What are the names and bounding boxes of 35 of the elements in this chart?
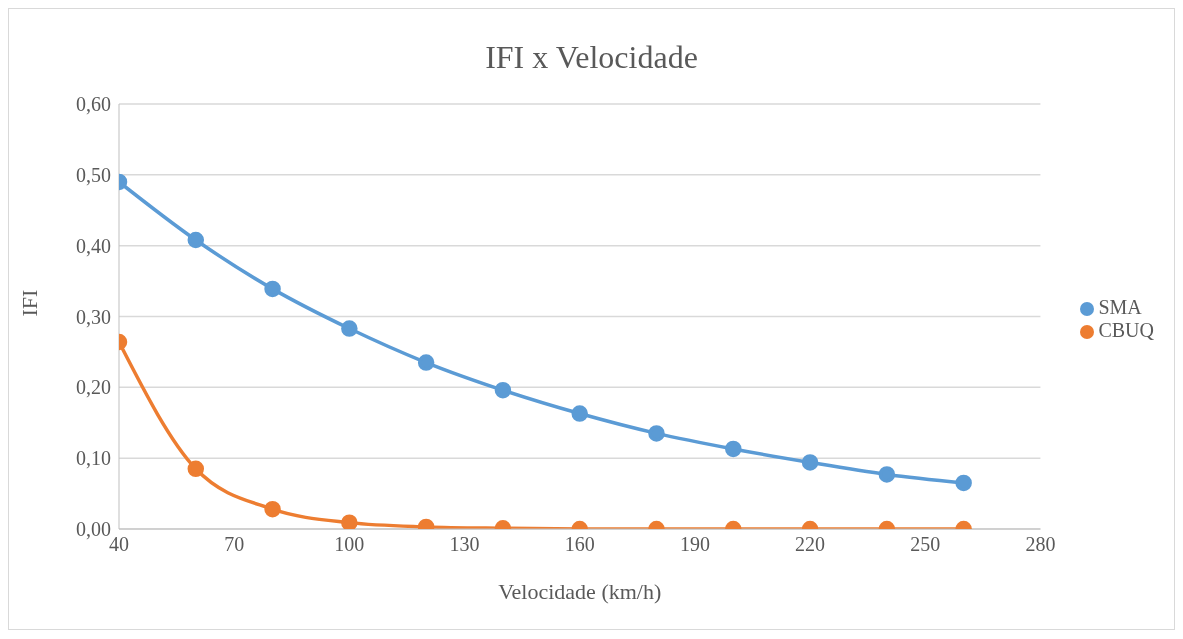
point: [571, 405, 588, 422]
legend-label: CBUQ: [1098, 319, 1154, 341]
point: [187, 231, 205, 249]
y-tick-label: 0,20: [76, 376, 111, 399]
y-tick-label: 0,10: [76, 447, 111, 470]
point: [341, 320, 358, 337]
x-axis-title: Velocidade (km/h): [498, 579, 662, 604]
x-tick-label: 220: [795, 533, 826, 556]
y-tick-label: 0,50: [76, 163, 111, 186]
y-tick-label: 0,00: [76, 518, 111, 541]
point: [341, 514, 358, 529]
point: [264, 280, 281, 298]
legend-label: SMA: [1098, 296, 1142, 318]
point: [801, 454, 819, 471]
point: [955, 474, 972, 492]
y-tick-label: 0,60: [76, 93, 111, 116]
x-tick-label: 100: [334, 533, 365, 556]
point: [187, 460, 205, 478]
x-tick-label: 280: [1025, 533, 1056, 556]
point: [417, 354, 435, 371]
x-tick-label: 70: [224, 533, 245, 556]
point: [264, 500, 281, 518]
chart-title: IFI x Velocidade: [484, 39, 699, 76]
point: [725, 440, 742, 458]
y-tick-label: 0,40: [76, 234, 111, 257]
point: [648, 425, 665, 442]
y-axis-title: IFI: [16, 289, 42, 317]
point: [878, 466, 896, 483]
y-tick-label: 0,30: [76, 305, 111, 328]
x-tick-label: 40: [109, 533, 129, 556]
x-tick-label: 130: [449, 533, 480, 556]
point: [494, 381, 512, 399]
x-tick-label: 190: [679, 533, 710, 556]
x-tick-label: 160: [564, 533, 595, 556]
x-tick-label: 250: [910, 533, 941, 556]
